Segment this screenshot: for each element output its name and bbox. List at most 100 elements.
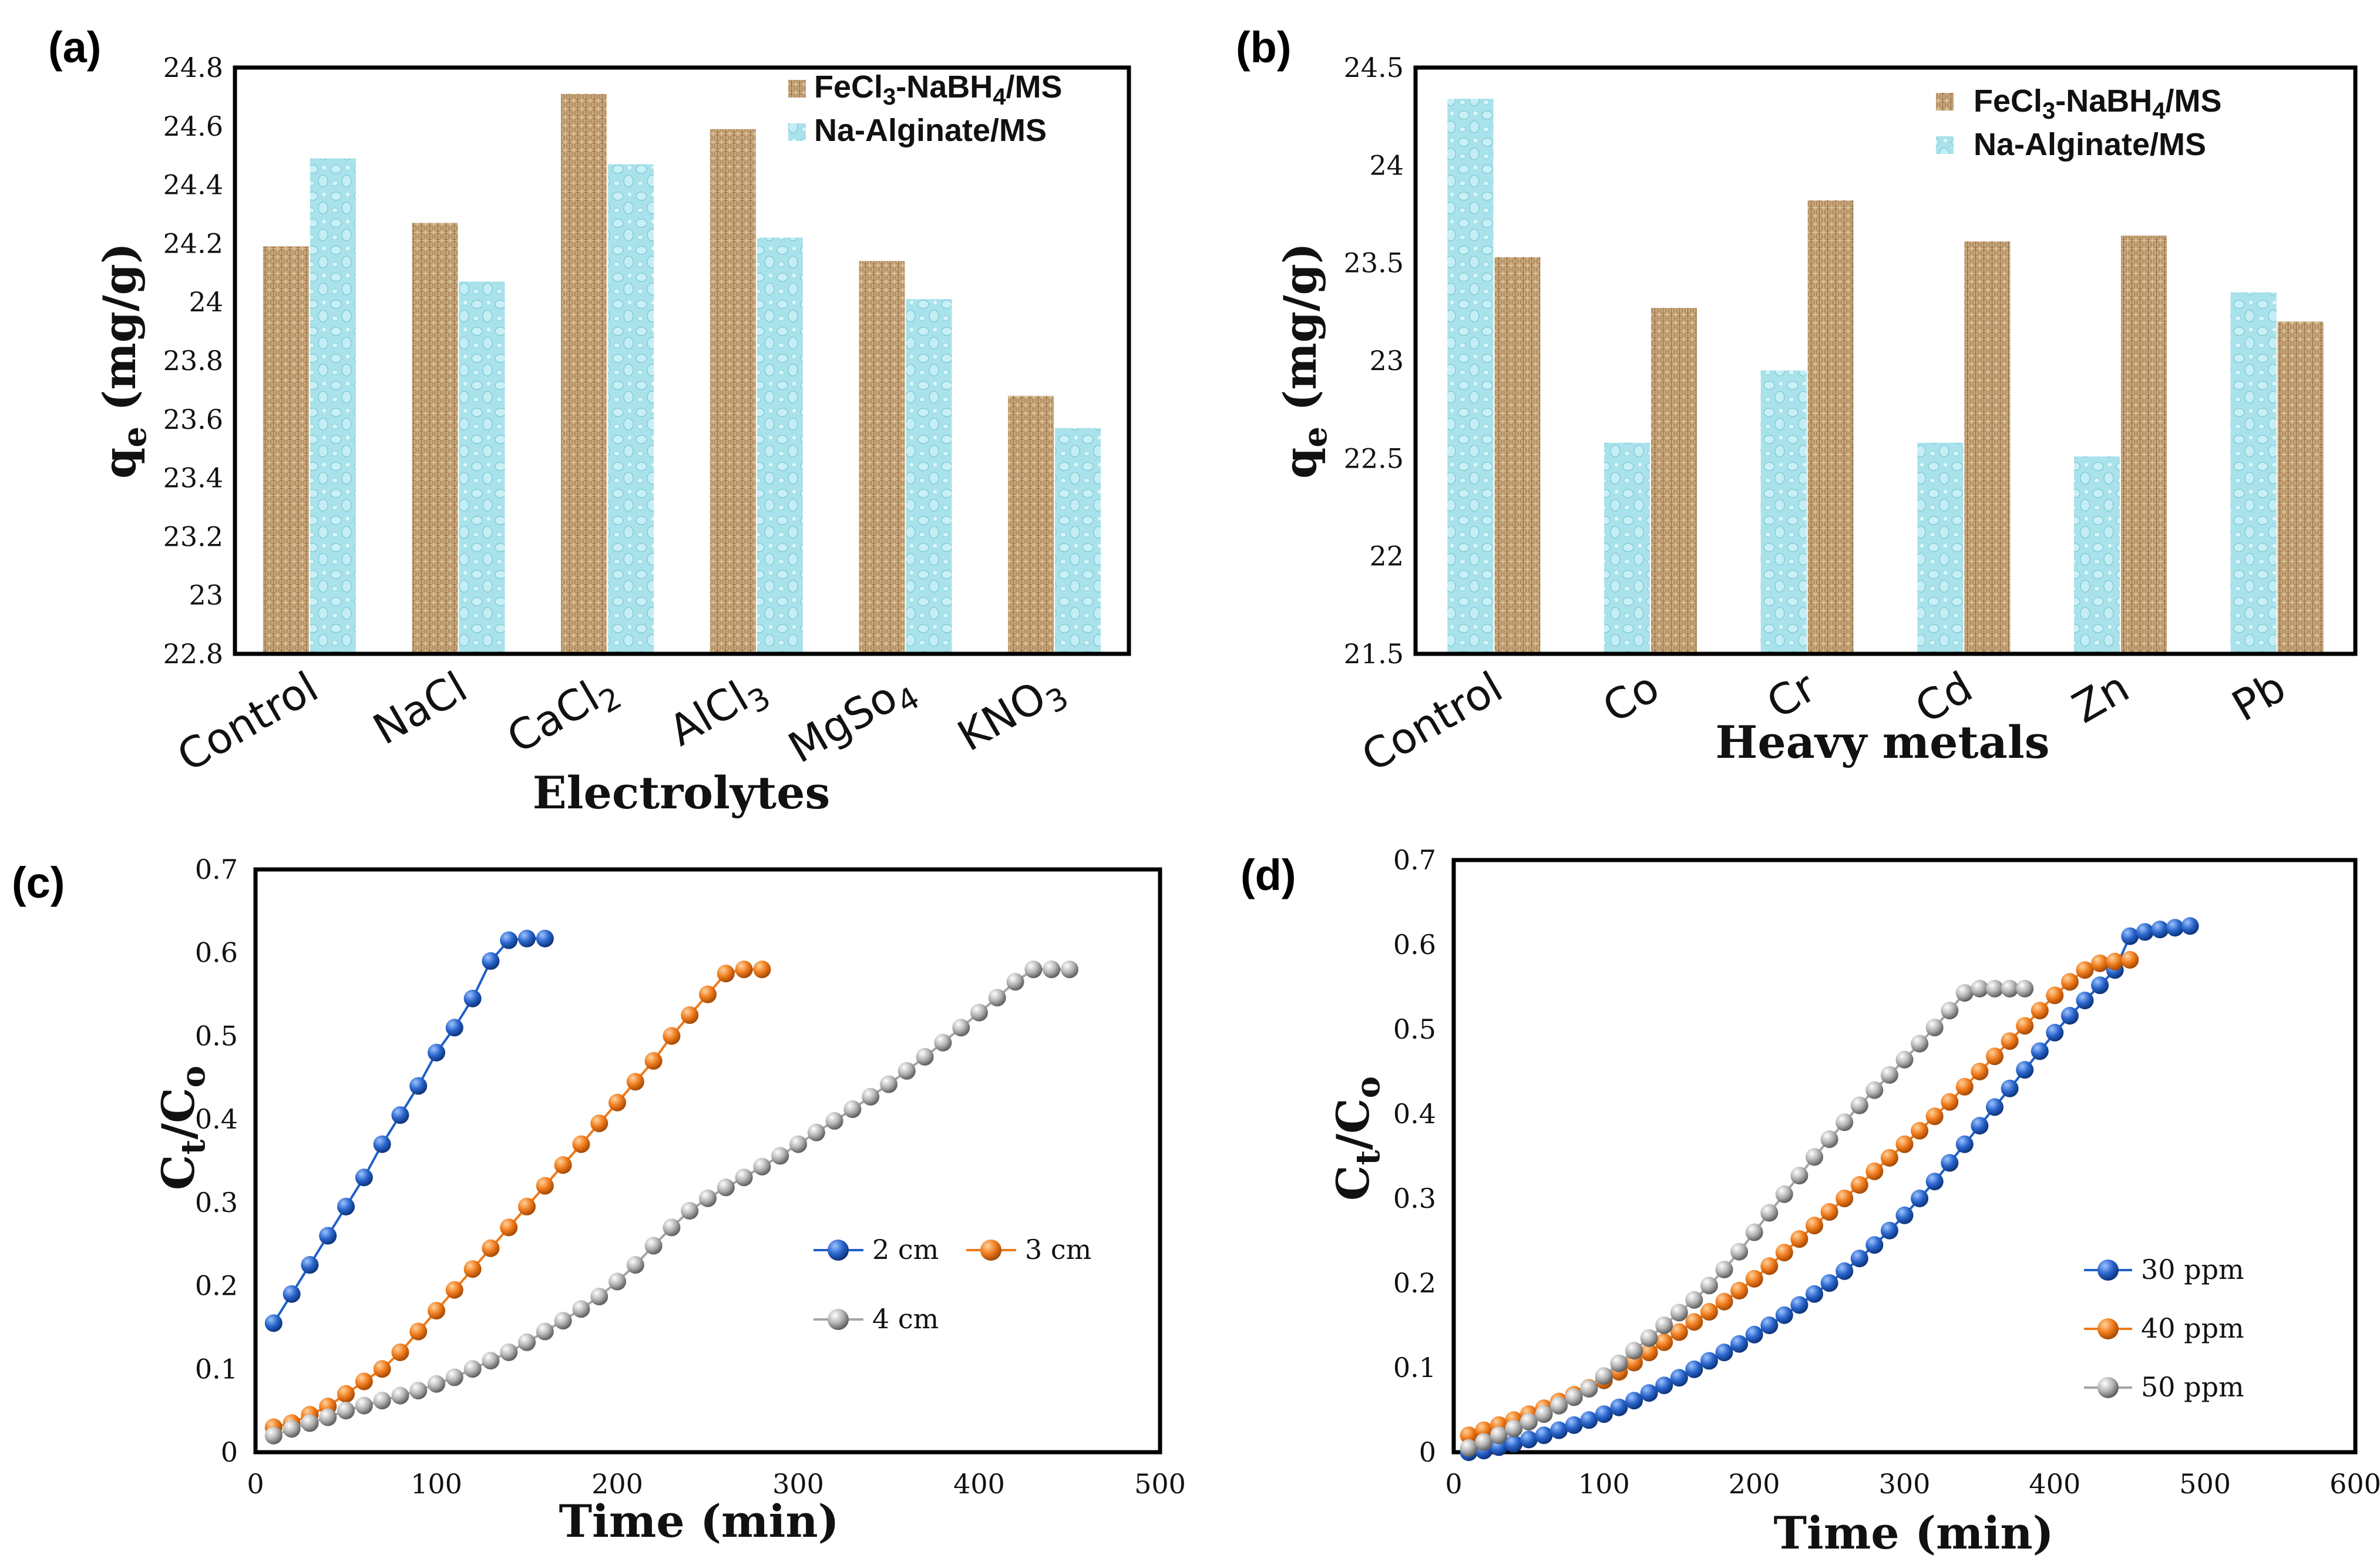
point-30ppm: [1550, 1421, 1568, 1439]
point-40ppm: [1685, 1313, 1703, 1331]
point-50ppm: [1610, 1354, 1628, 1372]
point-40ppm: [1730, 1282, 1749, 1299]
category-label: Zn: [2064, 662, 2137, 733]
point-30ppm: [2121, 927, 2139, 945]
point-3cm: [663, 1027, 681, 1045]
point-30ppm: [1760, 1317, 1779, 1334]
point-4cm: [681, 1202, 699, 1220]
panel-a-legend: FeCl3-NaBH4/MS Na-Alginate/MS: [788, 69, 1063, 148]
y-tick-label: 0: [1419, 1436, 1436, 1468]
bar-alginate-alcl: [757, 237, 803, 654]
legend-label-4cm: 4 cm: [872, 1303, 939, 1335]
category-label: CaCl2: [499, 662, 627, 769]
point-4cm: [463, 1360, 482, 1378]
panel-c-x-axis-title: Time (min): [559, 1495, 839, 1547]
point-40ppm: [1806, 1217, 1823, 1235]
point-4cm: [952, 1019, 970, 1037]
point-40ppm: [2046, 986, 2064, 1005]
point-50ppm: [1986, 979, 2003, 998]
point-50ppm: [2001, 979, 2019, 998]
point-3cm: [609, 1093, 626, 1111]
point-4cm: [1061, 961, 1078, 979]
point-4cm: [445, 1368, 463, 1386]
bar-alginate-nacl: [459, 281, 505, 654]
point-50ppm: [1595, 1367, 1613, 1385]
point-3cm: [590, 1114, 609, 1133]
y-tick-label: 0.2: [1393, 1267, 1436, 1299]
bar-alginate-pb: [2230, 292, 2277, 654]
y-tick-label: 22: [1369, 540, 1404, 572]
y-tick-label: 0.5: [1393, 1013, 1436, 1045]
category-label: Pb: [2224, 662, 2294, 731]
y-tick-label: 24: [1369, 149, 1404, 181]
bar-fecl3-nacl: [412, 223, 458, 654]
point-40ppm: [1880, 1148, 1898, 1167]
point-2cm: [500, 931, 518, 949]
point-2cm: [264, 1314, 283, 1332]
panel-d: (d) 0 100 200 300 400 500 60000.10.20.30.40.50…: [1241, 844, 2380, 1559]
point-4cm: [663, 1218, 681, 1237]
point-2cm: [391, 1106, 409, 1124]
y-tick-label: 0.7: [195, 854, 238, 885]
point-4cm: [897, 1062, 916, 1080]
point-30ppm: [1715, 1344, 1733, 1362]
point-40ppm: [1715, 1292, 1733, 1311]
y-tick-label: 24.8: [163, 52, 223, 83]
point-40ppm: [2016, 1017, 2034, 1035]
legend-label-fecl3: FeCl3-NaBH4/MS: [1974, 83, 2222, 124]
legend-marker-30ppm: [2097, 1260, 2119, 1281]
panel-a-y-axis-title: qe (mg/g): [93, 243, 154, 479]
point-4cm: [337, 1402, 355, 1420]
point-3cm: [409, 1322, 428, 1341]
point-4cm: [1024, 961, 1043, 979]
point-50ppm: [1505, 1419, 1523, 1438]
point-30ppm: [2091, 976, 2109, 995]
bar-fecl3-control: [263, 246, 309, 654]
point-3cm: [735, 961, 753, 979]
y-tick-label: 0.6: [195, 937, 238, 969]
y-tick-label: 24.5: [1344, 52, 1404, 83]
point-30ppm: [1941, 1154, 1959, 1172]
point-30ppm: [1730, 1335, 1749, 1353]
point-40ppm: [1745, 1270, 1763, 1288]
point-50ppm: [1715, 1261, 1733, 1278]
point-2cm: [409, 1077, 428, 1095]
series-line-50ppm: [1468, 987, 2025, 1449]
point-50ppm: [1775, 1185, 1793, 1203]
point-30ppm: [1595, 1405, 1613, 1423]
point-50ppm: [1880, 1066, 1898, 1084]
panel-c-label: (c): [12, 858, 65, 907]
category-label: KNO3: [949, 662, 1074, 767]
point-40ppm: [2060, 973, 2079, 991]
category-label: MgSo4: [780, 662, 926, 778]
point-2cm: [536, 929, 554, 948]
y-tick-label: 0: [221, 1436, 238, 1468]
legend-label-fecl3: FeCl3-NaBH4/MS: [814, 69, 1063, 110]
category-label: Co: [1595, 662, 1668, 733]
point-40ppm: [1790, 1230, 1808, 1248]
x-tick-label: 300: [772, 1468, 824, 1500]
point-30ppm: [1971, 1117, 1989, 1135]
y-tick-label: 23.8: [163, 345, 223, 377]
point-2cm: [319, 1227, 337, 1245]
point-4cm: [428, 1375, 445, 1393]
panel-a-categories: Control NaCl CaCl2 AlCl3 MgSo4 KNO3: [169, 662, 1075, 781]
category-label: NaCl: [365, 662, 475, 754]
x-tick-label: 0: [1445, 1468, 1462, 1500]
point-4cm: [283, 1420, 301, 1438]
bar-fecl3-zn: [2121, 236, 2167, 654]
point-30ppm: [1836, 1262, 1854, 1280]
bar-alginate-control: [1447, 99, 1494, 654]
panel-d-x-axis-title: Time (min): [1773, 1507, 2053, 1559]
point-50ppm: [1836, 1113, 1854, 1131]
panel-c-series: [264, 929, 1078, 1445]
y-tick-label: 24.6: [163, 110, 223, 142]
point-4cm: [771, 1147, 789, 1165]
legend-label-40ppm: 40 ppm: [2141, 1312, 2244, 1344]
panel-d-plot-frame: [1451, 858, 2358, 1455]
panel-b-legend: FeCl3-NaBH4/MS Na-Alginate/MS: [1936, 83, 2222, 162]
point-40ppm: [1640, 1344, 1658, 1362]
point-2cm: [283, 1285, 301, 1303]
point-4cm: [264, 1426, 283, 1445]
